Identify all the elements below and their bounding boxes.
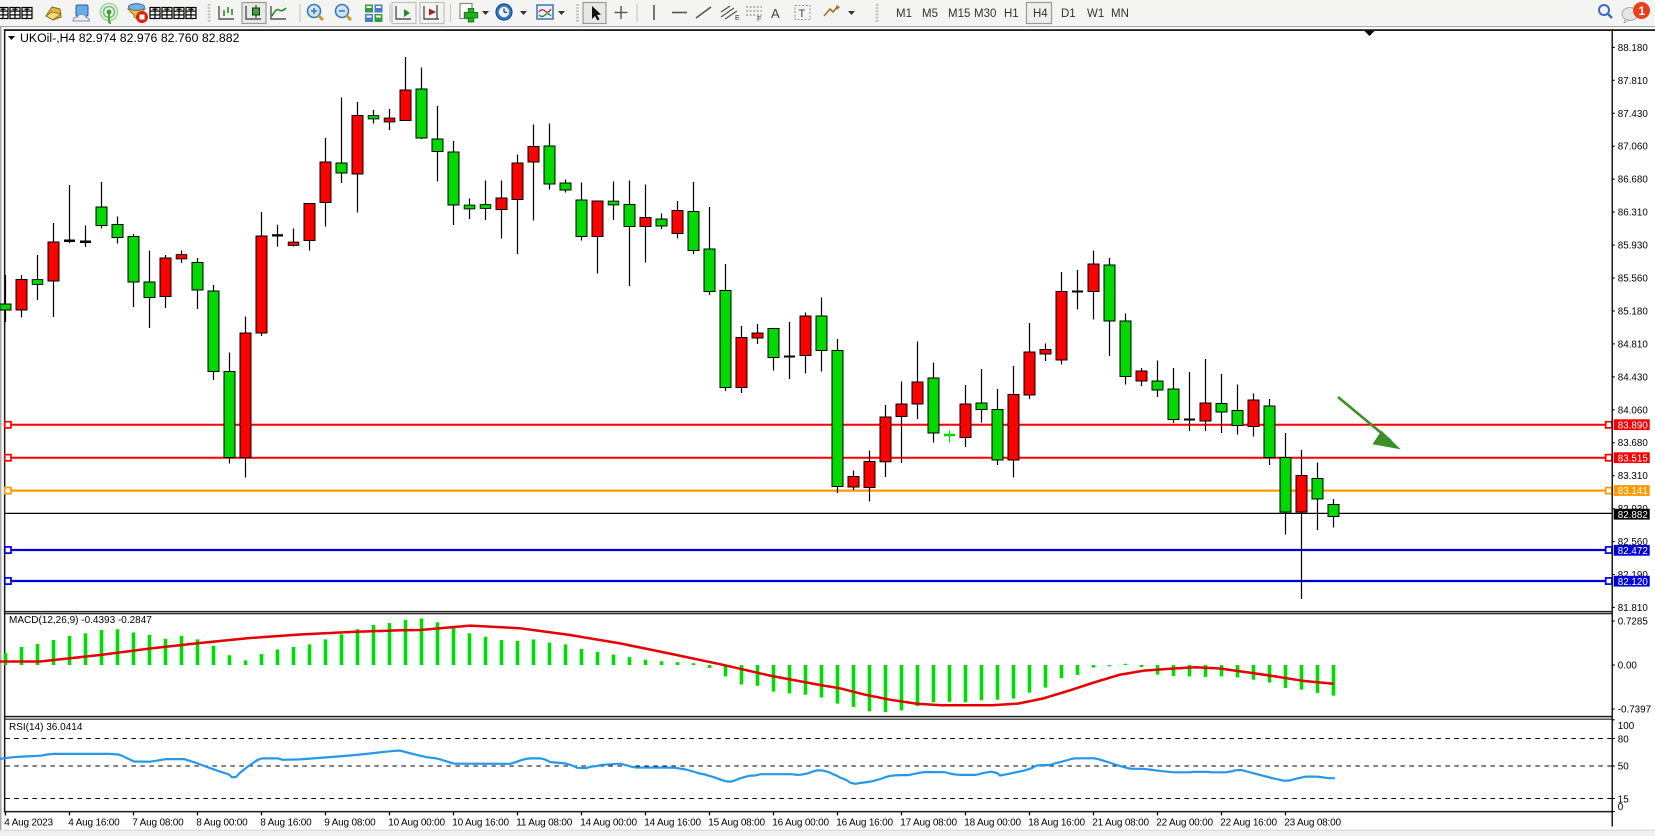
- svg-text:10 Aug 00:00: 10 Aug 00:00: [388, 817, 445, 828]
- svg-text:82.120: 82.120: [1618, 577, 1649, 588]
- svg-text:0.00: 0.00: [1618, 661, 1638, 672]
- svg-text:4 Aug 2023: 4 Aug 2023: [4, 817, 53, 828]
- svg-text:87.430: 87.430: [1618, 109, 1649, 120]
- svg-text:22 Aug 00:00: 22 Aug 00:00: [1156, 817, 1213, 828]
- svg-text:50: 50: [1618, 762, 1629, 773]
- svg-text:87.060: 87.060: [1618, 142, 1649, 153]
- svg-text:14 Aug 16:00: 14 Aug 16:00: [644, 817, 701, 828]
- svg-text:100: 100: [1618, 721, 1635, 732]
- svg-text:84.810: 84.810: [1618, 339, 1649, 350]
- svg-text:-0.7397: -0.7397: [1618, 705, 1651, 716]
- svg-text:RSI(14) 36.0414: RSI(14) 36.0414: [9, 722, 83, 733]
- svg-text:82.560: 82.560: [1618, 537, 1649, 548]
- svg-text:11 Aug 08:00: 11 Aug 08:00: [516, 817, 572, 828]
- svg-text:82.190: 82.190: [1618, 570, 1649, 581]
- svg-text:1: 1: [1639, 4, 1646, 18]
- svg-text:86.310: 86.310: [1618, 208, 1649, 219]
- svg-text:M15: M15: [948, 8, 970, 20]
- svg-text:82.882: 82.882: [1618, 510, 1648, 521]
- svg-text:21 Aug 08:00: 21 Aug 08:00: [1092, 817, 1149, 828]
- svg-text:23 Aug 08:00: 23 Aug 08:00: [1284, 817, 1341, 828]
- svg-text:15: 15: [1618, 794, 1629, 805]
- svg-text:83.515: 83.515: [1618, 453, 1649, 464]
- svg-text:81.810: 81.810: [1618, 603, 1649, 614]
- svg-text:UKOil-,H4 82.974 82.976 82.76: UKOil-,H4 82.974 82.976 82.760 82.882: [20, 31, 240, 45]
- svg-text:16 Aug 00:00: 16 Aug 00:00: [772, 817, 829, 828]
- svg-text:83.141: 83.141: [1618, 486, 1648, 497]
- svg-text:87.810: 87.810: [1618, 76, 1649, 87]
- svg-text:10 Aug 16:00: 10 Aug 16:00: [452, 817, 509, 828]
- svg-text:84.060: 84.060: [1618, 405, 1649, 416]
- svg-text:0.7285: 0.7285: [1618, 617, 1649, 628]
- svg-text:8 Aug 00:00: 8 Aug 00:00: [196, 817, 248, 828]
- svg-text:85.560: 85.560: [1618, 274, 1649, 285]
- svg-text:85.180: 85.180: [1618, 307, 1649, 318]
- svg-text:83.890: 83.890: [1618, 420, 1649, 431]
- svg-text:84.430: 84.430: [1618, 372, 1649, 383]
- svg-text:15 Aug 08:00: 15 Aug 08:00: [708, 817, 765, 828]
- svg-text:E: E: [735, 15, 740, 22]
- svg-text:A: A: [771, 6, 780, 21]
- svg-text:7 Aug 08:00: 7 Aug 08:00: [132, 817, 184, 828]
- svg-text:4 Aug 16:00: 4 Aug 16:00: [68, 817, 120, 828]
- svg-text:T: T: [799, 8, 806, 20]
- svg-text:9 Aug 08:00: 9 Aug 08:00: [324, 817, 376, 828]
- svg-text:83.310: 83.310: [1618, 471, 1649, 482]
- svg-text:H1: H1: [1004, 8, 1019, 20]
- svg-text:0: 0: [1618, 802, 1624, 813]
- svg-text:M5: M5: [922, 8, 938, 20]
- svg-text:M30: M30: [974, 8, 996, 20]
- svg-text:H4: H4: [1033, 8, 1048, 20]
- svg-text:17 Aug 08:00: 17 Aug 08:00: [900, 817, 957, 828]
- svg-text:W1: W1: [1087, 8, 1104, 20]
- svg-text:M1: M1: [896, 8, 912, 20]
- svg-text:85.930: 85.930: [1618, 241, 1649, 252]
- svg-text:88.180: 88.180: [1618, 43, 1649, 54]
- svg-text:MACD(12,26,9) -0.4393 -0.2847: MACD(12,26,9) -0.4393 -0.2847: [9, 615, 152, 626]
- svg-text:86.680: 86.680: [1618, 175, 1649, 186]
- svg-text:22 Aug 16:00: 22 Aug 16:00: [1220, 817, 1277, 828]
- svg-text:MN: MN: [1111, 8, 1129, 20]
- svg-text:82.472: 82.472: [1618, 546, 1648, 557]
- svg-text:18 Aug 16:00: 18 Aug 16:00: [1028, 817, 1085, 828]
- svg-text:80: 80: [1618, 734, 1629, 745]
- svg-text:18 Aug 00:00: 18 Aug 00:00: [964, 817, 1021, 828]
- svg-text:F: F: [757, 16, 761, 23]
- svg-text:16 Aug 16:00: 16 Aug 16:00: [836, 817, 893, 828]
- svg-text:D1: D1: [1061, 8, 1076, 20]
- svg-text:83.680: 83.680: [1618, 438, 1649, 449]
- svg-text:14 Aug 00:00: 14 Aug 00:00: [580, 817, 637, 828]
- svg-text:8 Aug 16:00: 8 Aug 16:00: [260, 817, 312, 828]
